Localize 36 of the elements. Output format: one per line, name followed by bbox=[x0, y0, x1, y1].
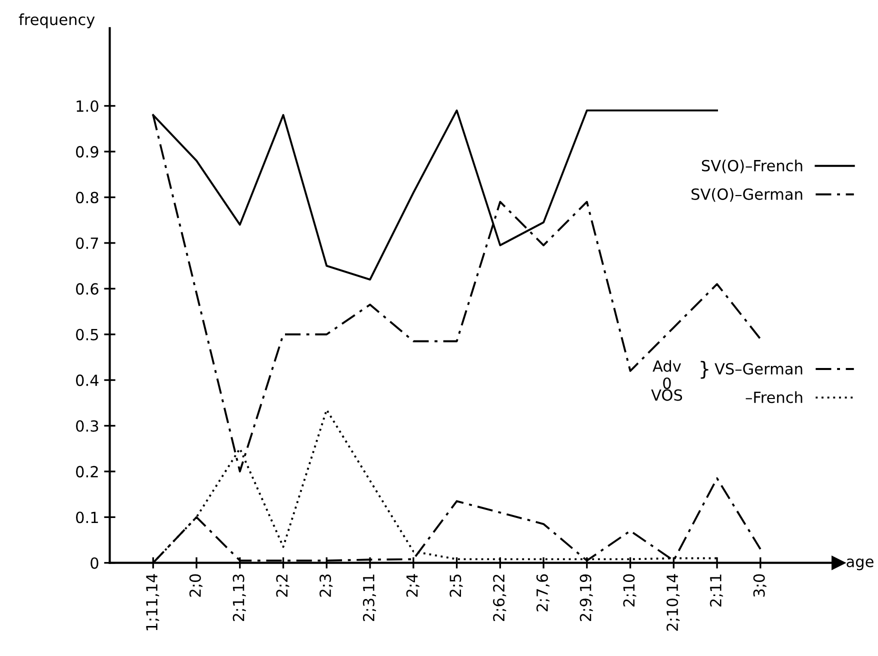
legend-label: SV(O)–French bbox=[702, 160, 802, 174]
y-tick-label: 0.9 bbox=[76, 146, 98, 158]
x-tick-label: 2;0 bbox=[189, 574, 202, 597]
x-axis-title: age bbox=[846, 558, 874, 570]
x-tick-label: 2;11 bbox=[710, 574, 724, 606]
y-tick-label: 0.1 bbox=[76, 512, 98, 524]
y-tick-label: 0 bbox=[90, 557, 98, 569]
legend-label: VS–German bbox=[714, 363, 802, 375]
annotation: Adv bbox=[652, 360, 681, 372]
y-tick-label: 0.7 bbox=[76, 237, 98, 249]
x-tick-label: 2;5 bbox=[450, 574, 463, 597]
y-tick-label: 0.8 bbox=[76, 192, 98, 204]
x-tick-label: 2;4 bbox=[406, 574, 420, 597]
x-tick-label: 2;1,13 bbox=[232, 574, 246, 622]
y-tick-label: 0.5 bbox=[76, 328, 98, 340]
x-tick-label: 3;0 bbox=[753, 574, 766, 597]
y-tick-label: 0.2 bbox=[76, 466, 98, 478]
annotation: 0 bbox=[663, 377, 671, 390]
y-tick-label: 1.0 bbox=[76, 100, 98, 112]
legend-label: SV(O)–German bbox=[692, 188, 802, 202]
annotation: } bbox=[700, 360, 708, 379]
x-tick-label: 2;9,19 bbox=[580, 574, 593, 622]
x-tick-label: 2;3 bbox=[320, 574, 333, 597]
y-axis-title: frequency bbox=[18, 13, 95, 28]
y-tick-label: 0.3 bbox=[76, 420, 98, 432]
x-tick-label: 2;7,6 bbox=[536, 574, 550, 612]
x-tick-label: 2;2 bbox=[276, 574, 290, 597]
annotation: VOS bbox=[651, 389, 682, 401]
x-tick-label: 1;11,14 bbox=[146, 574, 160, 630]
x-tick-label: 2;10,14 bbox=[666, 574, 680, 631]
x-tick-label: 2;3,11 bbox=[362, 574, 376, 622]
legend-label: –French bbox=[746, 391, 802, 404]
y-tick-label: 0.6 bbox=[76, 283, 98, 295]
y-tick-label: 0.4 bbox=[76, 374, 98, 386]
x-tick-label: 2;6,22 bbox=[493, 574, 506, 622]
x-tick-label: 2;10 bbox=[623, 574, 636, 606]
